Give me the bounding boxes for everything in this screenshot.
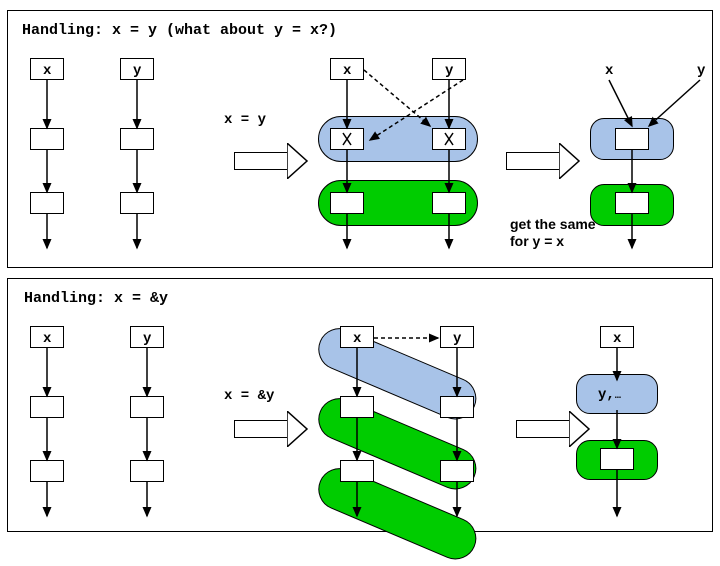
node-box — [30, 460, 64, 482]
node-box — [432, 128, 466, 150]
var-label: y — [445, 63, 453, 79]
node-box — [120, 192, 154, 214]
var-label: y — [143, 331, 151, 347]
transform-arrow — [506, 144, 578, 180]
node-box — [120, 128, 154, 150]
node-box — [130, 396, 164, 418]
node-box — [30, 192, 64, 214]
node-box — [615, 192, 649, 214]
operation-label-bottom: x = &y — [224, 388, 274, 404]
var-label: x — [43, 331, 51, 347]
transform-arrow — [234, 412, 306, 448]
var-label: x — [605, 63, 613, 79]
var-label: x — [343, 63, 351, 79]
annotation-text: get the same for y = x — [510, 216, 596, 250]
diagram-page: Handling: x = y (what about y = x?) Hand… — [0, 0, 720, 540]
node-box — [30, 128, 64, 150]
node-box — [600, 448, 634, 470]
node-box — [330, 128, 364, 150]
var-label: y — [133, 63, 141, 79]
var-label: y,… — [598, 387, 621, 403]
var-label: x — [43, 63, 51, 79]
node-box — [440, 396, 474, 418]
title-bottom: Handling: x = &y — [24, 290, 168, 307]
var-label: y — [697, 63, 705, 79]
title-top: Handling: x = y (what about y = x?) — [22, 22, 337, 39]
transform-arrow — [234, 144, 306, 180]
node-box — [615, 128, 649, 150]
var-label: x — [613, 331, 621, 347]
node-box — [130, 460, 164, 482]
node-box — [340, 396, 374, 418]
node-box — [432, 192, 466, 214]
node-box — [30, 396, 64, 418]
var-label: y — [453, 331, 461, 347]
node-box — [330, 192, 364, 214]
operation-label-top: x = y — [224, 112, 266, 128]
node-box — [340, 460, 374, 482]
annotation-line1: get the same — [510, 216, 596, 232]
annotation-line2: for y = x — [510, 233, 564, 249]
node-box — [440, 460, 474, 482]
var-label: x — [353, 331, 361, 347]
transform-arrow — [516, 412, 588, 448]
